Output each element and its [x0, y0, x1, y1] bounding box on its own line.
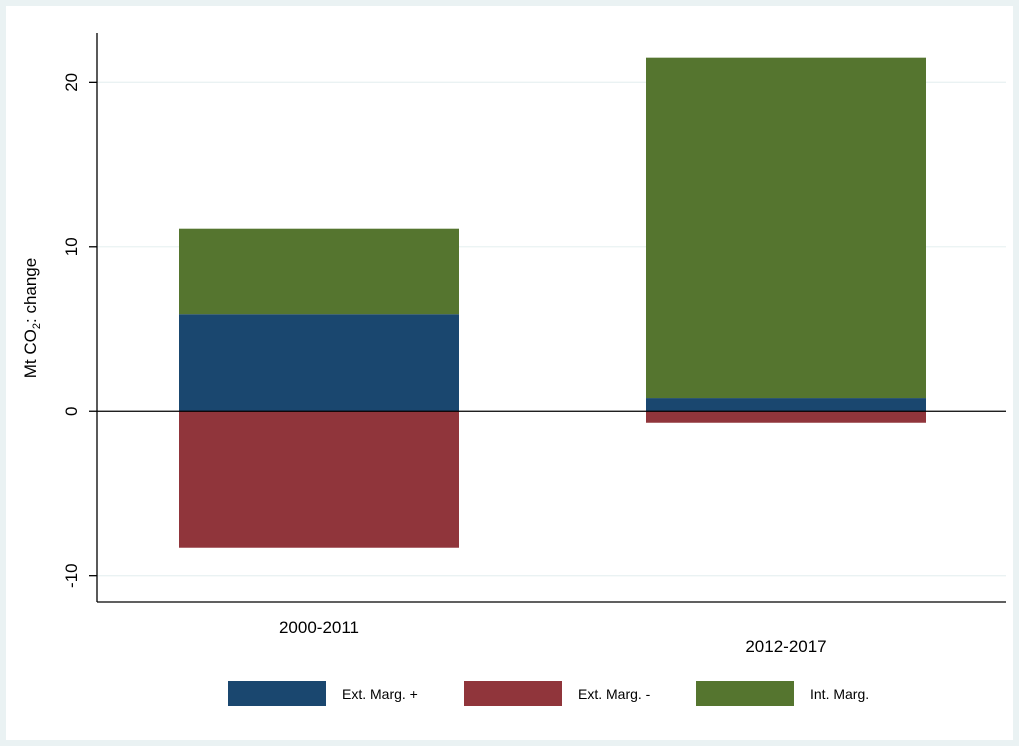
bar-segment [646, 57, 926, 399]
x-tick-label: 2012-2017 [745, 637, 826, 656]
legend-label: Ext. Marg. - [578, 686, 651, 702]
bar-segment [646, 398, 926, 412]
legend: Ext. Marg. + Ext. Marg. - Int. Marg. [228, 681, 869, 706]
bars [179, 57, 926, 548]
y-axis-title-subscript: 2 [31, 323, 43, 329]
y-axis-title-suffix: : change [21, 258, 40, 323]
x-axis-labels: 2000-2011 2012-2017 [279, 618, 827, 656]
y-tick-label: -10 [62, 563, 81, 588]
y-tick-label: 20 [62, 73, 81, 92]
x-tick-label: 2000-2011 [279, 618, 359, 637]
legend-swatch [696, 681, 794, 706]
legend-label: Int. Marg. [810, 686, 869, 702]
y-axis-title: Mt CO2: change [21, 258, 43, 378]
legend-label: Ext. Marg. + [342, 686, 418, 702]
legend-swatch [228, 681, 326, 706]
y-tick-label: 0 [62, 407, 81, 416]
y-tick-label: 10 [62, 237, 81, 256]
bar-segment [179, 228, 459, 315]
y-axis-ticks: -10 0 10 20 [62, 73, 97, 588]
legend-swatch [464, 681, 562, 706]
y-axis-title-main: Mt CO [21, 329, 40, 378]
bar-segment [646, 411, 926, 423]
bar-segment [179, 314, 459, 412]
bar-segment [179, 411, 459, 548]
